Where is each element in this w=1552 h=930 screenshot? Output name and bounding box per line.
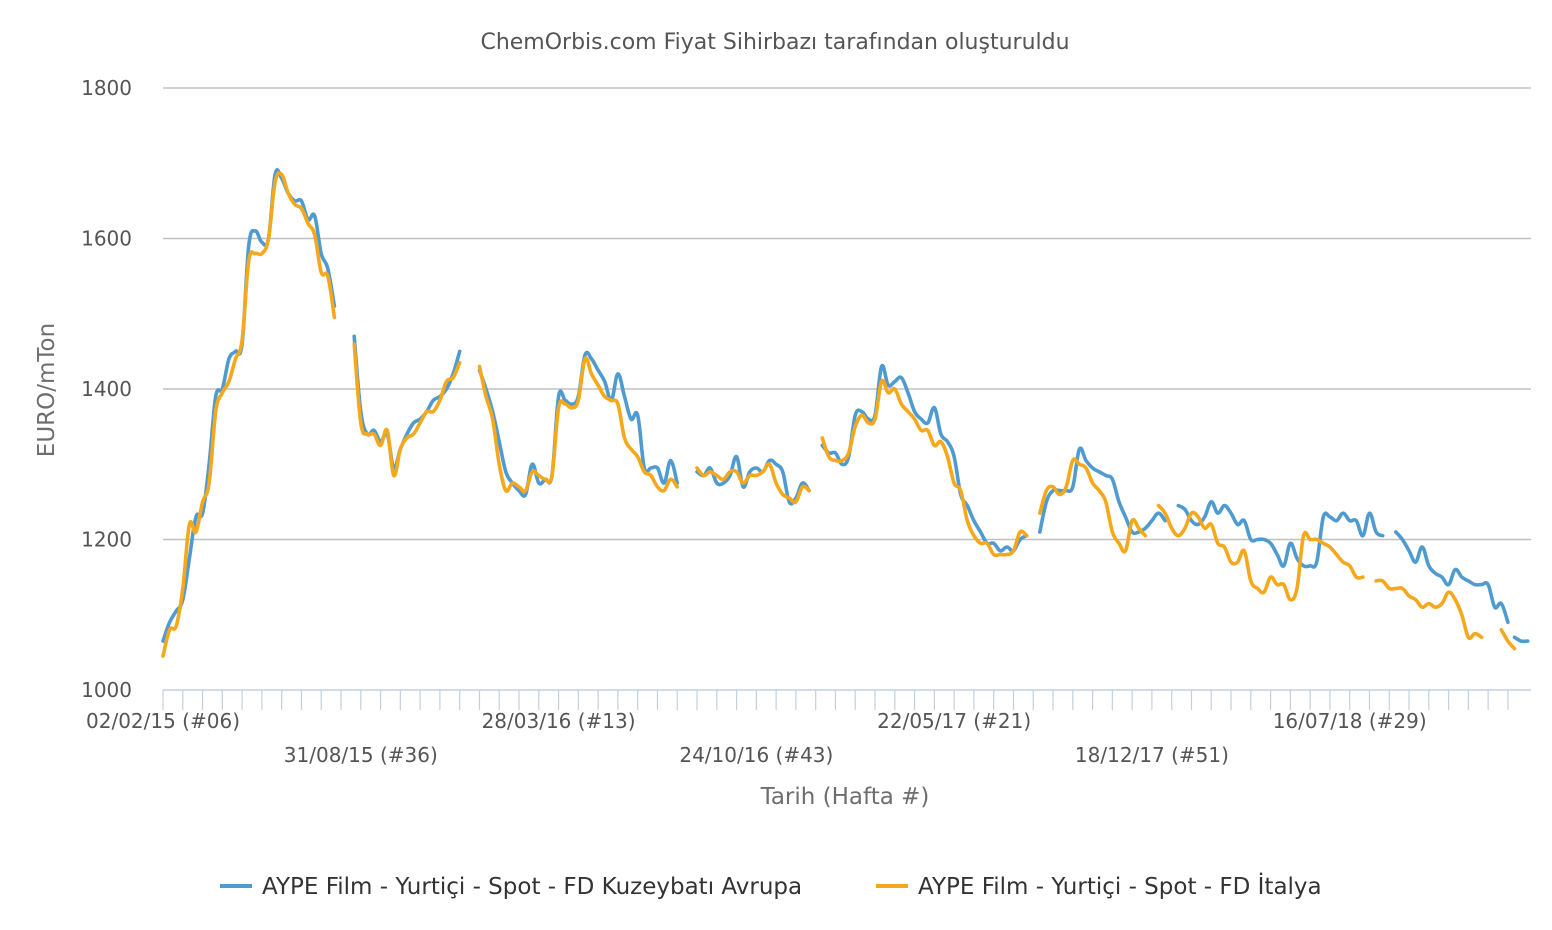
series-segment: [1156, 503, 1365, 602]
series-segment: [820, 363, 1029, 553]
x-tick-label: 28/03/16 (#13): [482, 709, 636, 733]
series-segment: [695, 462, 811, 505]
gridlines: [163, 87, 1531, 541]
series-lines: [161, 168, 1530, 658]
series-segment: [695, 454, 811, 506]
y-tick-label: 1000: [81, 678, 132, 702]
y-tick-label: 1200: [81, 528, 132, 552]
series-segment: [1394, 530, 1510, 625]
series-1-line: [161, 168, 1530, 644]
legend: AYPE Film - Yurtiçi - Spot - FD Kuzeybat…: [220, 872, 1322, 900]
y-axis-ticks: 1000 1200 1400 1600 1800: [81, 76, 132, 702]
series-segment: [161, 168, 337, 643]
series-segment: [1038, 446, 1167, 536]
legend-entry[interactable]: AYPE Film - Yurtiçi - Spot - FD Kuzeybat…: [262, 874, 802, 900]
series-segment: [1499, 628, 1517, 651]
x-tick-label: 16/07/18 (#29): [1273, 709, 1427, 733]
x-axis-label: Tarih (Hafta #): [760, 784, 930, 810]
x-tick-label: 31/08/15 (#36): [284, 743, 438, 767]
chart-title: ChemOrbis.com Fiyat Sihirbazı tarafından…: [480, 30, 1069, 55]
x-tick-label: 18/12/17 (#51): [1075, 743, 1229, 767]
series-segment: [1038, 457, 1148, 554]
y-tick-label: 1600: [81, 227, 132, 251]
y-tick-label: 1800: [81, 76, 132, 100]
series-segment: [352, 334, 462, 471]
x-tick-label: 24/10/16 (#43): [679, 743, 833, 767]
legend-entry[interactable]: AYPE Film - Yurtiçi - Spot - FD İtalya: [918, 872, 1322, 900]
y-axis-label: EURO/mTon: [34, 323, 60, 457]
series-segment: [161, 171, 337, 658]
series-2-line: [161, 171, 1517, 658]
series-segment: [477, 356, 679, 494]
series-segment: [1512, 635, 1530, 644]
series-segment: [352, 342, 462, 478]
y-tick-label: 1400: [81, 377, 132, 401]
x-tick-label: 22/05/17 (#21): [877, 709, 1031, 733]
series-segment: [1176, 500, 1385, 569]
series-segment: [1374, 578, 1484, 640]
series-segment: [820, 378, 1029, 558]
x-tick-label: 02/02/15 (#06): [86, 709, 240, 733]
x-axis: 02/02/15 (#06) 31/08/15 (#36) 28/03/16 (#1…: [86, 689, 1531, 767]
